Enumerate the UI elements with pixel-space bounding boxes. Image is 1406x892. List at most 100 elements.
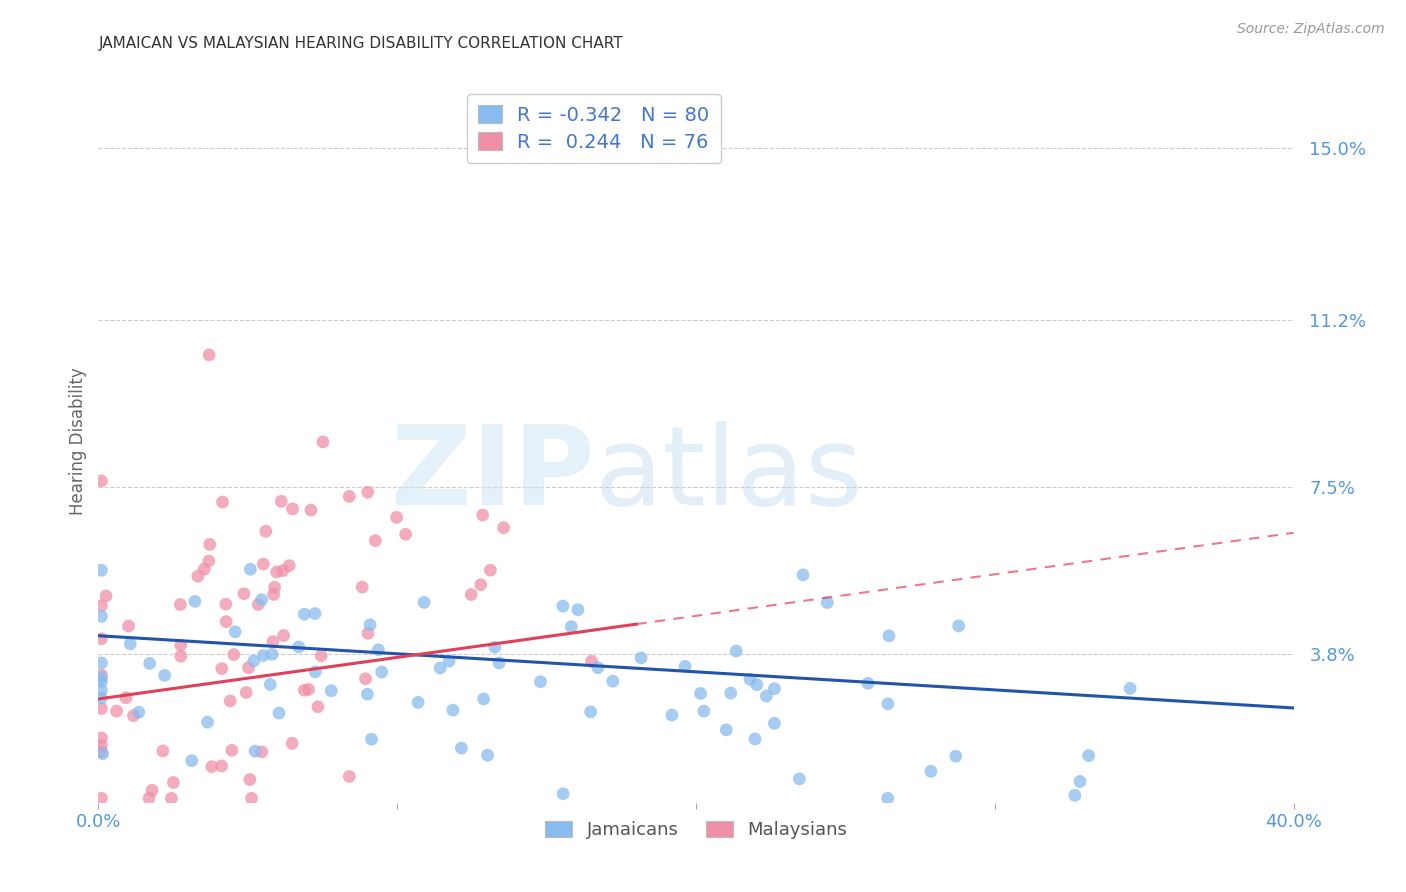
- Point: [304, 665, 326, 679]
- Point: [630, 651, 652, 665]
- Point: [920, 764, 942, 779]
- Point: [429, 661, 451, 675]
- Point: [856, 676, 879, 690]
- Point: [219, 694, 242, 708]
- Point: [262, 634, 284, 648]
- Point: [298, 682, 321, 697]
- Point: [90, 671, 112, 685]
- Point: [90, 701, 112, 715]
- Point: [105, 704, 128, 718]
- Point: [239, 772, 262, 787]
- Point: [90, 791, 112, 805]
- Point: [673, 659, 696, 673]
- Point: [560, 620, 582, 634]
- Point: [242, 654, 264, 668]
- Point: [138, 791, 160, 805]
- Point: [263, 580, 285, 594]
- Point: [876, 697, 898, 711]
- Point: [254, 524, 277, 539]
- Point: [267, 706, 290, 720]
- Point: [551, 787, 574, 801]
- Point: [90, 690, 112, 705]
- Point: [437, 654, 460, 668]
- Point: [948, 619, 970, 633]
- Point: [128, 705, 150, 719]
- Point: [460, 588, 482, 602]
- Point: [271, 564, 294, 578]
- Point: [211, 662, 233, 676]
- Point: [529, 674, 551, 689]
- Point: [281, 502, 304, 516]
- Point: [160, 791, 183, 805]
- Point: [221, 743, 243, 757]
- Point: [492, 521, 515, 535]
- Point: [602, 674, 624, 689]
- Point: [689, 686, 711, 700]
- Point: [252, 648, 274, 663]
- Point: [395, 527, 418, 541]
- Point: [488, 656, 510, 670]
- Point: [170, 638, 193, 652]
- Point: [720, 686, 742, 700]
- Point: [287, 640, 309, 654]
- Point: [193, 562, 215, 576]
- Point: [91, 747, 114, 761]
- Point: [360, 732, 382, 747]
- Point: [232, 587, 254, 601]
- Point: [357, 626, 380, 640]
- Point: [406, 695, 429, 709]
- Point: [479, 563, 502, 577]
- Point: [90, 731, 112, 745]
- Point: [235, 685, 257, 699]
- Point: [90, 668, 112, 682]
- Point: [90, 609, 112, 624]
- Point: [153, 668, 176, 682]
- Point: [281, 736, 304, 750]
- Point: [359, 617, 381, 632]
- Point: [243, 744, 266, 758]
- Point: [292, 683, 315, 698]
- Point: [586, 660, 609, 674]
- Point: [1119, 681, 1142, 696]
- Point: [247, 598, 270, 612]
- Point: [138, 657, 160, 671]
- Point: [90, 683, 112, 698]
- Point: [370, 665, 392, 679]
- Point: [337, 490, 360, 504]
- Point: [90, 739, 112, 753]
- Point: [224, 624, 246, 639]
- Point: [551, 599, 574, 613]
- Point: [1069, 774, 1091, 789]
- Point: [198, 348, 221, 362]
- Point: [789, 772, 811, 786]
- Point: [120, 637, 142, 651]
- Point: [90, 632, 112, 646]
- Point: [252, 557, 274, 571]
- Point: [792, 567, 814, 582]
- Point: [477, 748, 499, 763]
- Point: [198, 537, 221, 551]
- Point: [367, 642, 389, 657]
- Point: [266, 565, 288, 579]
- Point: [321, 683, 343, 698]
- Point: [745, 678, 768, 692]
- Point: [180, 754, 202, 768]
- Point: [278, 558, 301, 573]
- Point: [716, 723, 738, 737]
- Point: [1063, 789, 1085, 803]
- Point: [152, 744, 174, 758]
- Point: [763, 716, 786, 731]
- Point: [945, 749, 967, 764]
- Point: [312, 434, 335, 449]
- Point: [259, 677, 281, 691]
- Point: [471, 508, 494, 522]
- Point: [352, 580, 374, 594]
- Point: [222, 648, 245, 662]
- Point: [755, 689, 778, 703]
- Point: [240, 791, 263, 805]
- Point: [472, 692, 495, 706]
- Point: [211, 759, 233, 773]
- Point: [162, 775, 184, 789]
- Point: [90, 674, 112, 689]
- Point: [1077, 748, 1099, 763]
